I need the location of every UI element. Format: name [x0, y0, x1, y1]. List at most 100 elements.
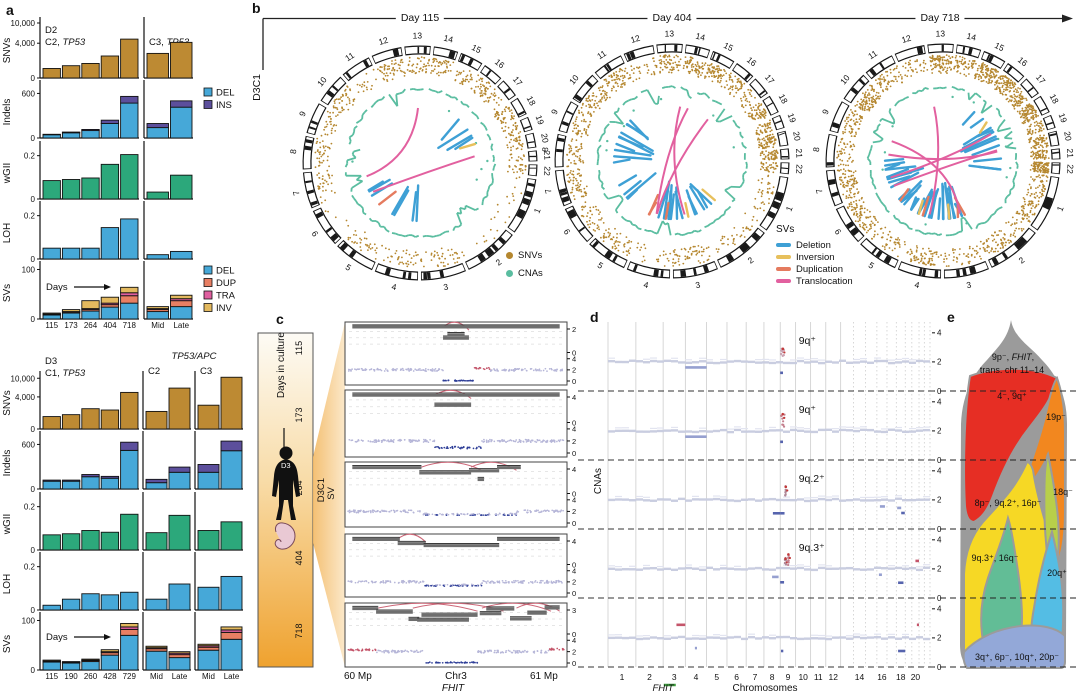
- svg-text:115: 115: [45, 672, 58, 681]
- c-axis-end: 61 Mp: [530, 671, 558, 682]
- legend-translocation-label: Translocation: [796, 275, 853, 287]
- svg-text:Mid: Mid: [151, 321, 164, 330]
- clone-cyan-label: 20q⁺: [1047, 568, 1067, 578]
- c-axis-start: 60 Mp: [344, 671, 372, 682]
- sample-label-d3c1: D3C1: [251, 74, 263, 101]
- svg-text:260: 260: [84, 672, 98, 681]
- bar: [145, 598, 168, 611]
- panel-a-label: a: [6, 2, 14, 18]
- bar-seg-ins: [120, 95, 139, 104]
- bar-seg-inv: [81, 300, 100, 310]
- bar-seg-dup: [120, 628, 139, 636]
- bar-seg-inv: [120, 622, 139, 628]
- bar-seg-ins: [42, 133, 61, 136]
- bar-seg-ins: [197, 464, 220, 473]
- timeline-day-115: Day 115: [395, 12, 445, 24]
- svg-text:D2: D2: [45, 25, 57, 36]
- bar-seg-del: [170, 106, 193, 139]
- svg-text:16: 16: [1016, 55, 1030, 69]
- row-label-Indels: Indels: [2, 450, 13, 477]
- panel-b-label: b: [252, 0, 261, 16]
- svg-text:0: 0: [31, 315, 36, 324]
- clone-gray-label-line1: 9p⁻, FHIT,: [991, 352, 1035, 362]
- svg-text:0.2: 0.2: [24, 152, 36, 161]
- bar-seg-ins: [220, 440, 243, 452]
- panel-d-label: d: [590, 309, 599, 325]
- svg-text:100: 100: [22, 265, 36, 274]
- clone-red-label: 4⁻, 9q⁺: [997, 391, 1027, 401]
- svg-text:0: 0: [31, 195, 36, 204]
- bar-seg-del: [61, 312, 81, 320]
- bar-seg-ins: [146, 123, 169, 129]
- svg-text:INV: INV: [216, 303, 233, 314]
- cna-ring: [596, 85, 748, 237]
- svg-text:14: 14: [443, 33, 455, 45]
- svg-text:17: 17: [1034, 72, 1048, 86]
- svg-text:9: 9: [549, 107, 560, 116]
- bar-seg-del: [168, 471, 191, 490]
- zoom-wedge: [313, 322, 345, 667]
- svg-text:0: 0: [31, 666, 36, 675]
- clone-periwinkle-label: 3q⁺, 6p⁻, 10q⁺, 20p⁻: [974, 652, 1060, 662]
- panel-c-label: c: [276, 311, 284, 327]
- svg-text:2: 2: [572, 366, 576, 375]
- legend-inversion-label: Inversion: [796, 251, 835, 263]
- bar: [42, 180, 61, 200]
- svg-text:10,000: 10,000: [11, 19, 36, 28]
- legend-deletion: Deletion: [776, 239, 853, 251]
- svg-text:173: 173: [64, 321, 78, 330]
- cna-row-4: 9q.3⁺024: [608, 536, 942, 603]
- svg-text:DUP: DUP: [216, 278, 236, 289]
- bar-seg-inv: [120, 286, 139, 294]
- bar-seg-del: [168, 657, 191, 671]
- cna-ring: [344, 88, 497, 238]
- svg-text:20: 20: [1062, 130, 1074, 141]
- svg-text:15: 15: [722, 40, 735, 53]
- bar-seg-inv: [100, 649, 120, 653]
- bar-seg-del: [197, 471, 220, 490]
- svg-text:INS: INS: [216, 100, 232, 111]
- d-gene-fhit: FHIT: [652, 683, 674, 694]
- bar-group-D3: D3C1, TP53 C2 C3 TP53/APC SNVs 10,000 4,000 0 In…: [2, 351, 243, 681]
- svg-text:Days: Days: [46, 282, 68, 293]
- svg-text:4: 4: [572, 393, 576, 402]
- svg-text:0.2: 0.2: [24, 563, 36, 572]
- svg-text:4: 4: [572, 355, 576, 364]
- c-gene-fhit: FHIT: [441, 683, 465, 694]
- sv-legend: SVs Deletion Inversion Duplication Trans…: [776, 224, 853, 287]
- bar-seg-del: [120, 102, 139, 139]
- bar: [81, 593, 100, 611]
- sv-lines: [612, 106, 717, 221]
- bar-seg-ins: [120, 441, 139, 451]
- duplication-swatch-icon: [776, 267, 791, 271]
- svg-text:0: 0: [572, 449, 576, 458]
- svg-text:0: 0: [572, 489, 576, 498]
- bar: [146, 52, 169, 79]
- bar: [220, 575, 243, 611]
- panel-c-canvas: 1151732644047182042040420404204042030420: [257, 321, 576, 668]
- svg-text:20: 20: [791, 130, 803, 141]
- snv-dot-band: [566, 54, 779, 267]
- svg-text:19: 19: [786, 112, 799, 125]
- bar-seg-del: [42, 480, 61, 490]
- bar-seg-inv: [146, 306, 169, 310]
- svg-text:19: 19: [1057, 112, 1070, 125]
- snv-dot-band: [836, 54, 1050, 267]
- row-label-wGII: wGII: [2, 163, 13, 185]
- bar-seg-ins: [145, 478, 168, 484]
- svg-text:4: 4: [391, 281, 398, 292]
- clone-yellowgreen-label: 18q⁻: [1053, 487, 1073, 497]
- clone-teal-label: 9q.3⁺, 16q⁻: [971, 553, 1019, 563]
- svg-text:2: 2: [494, 257, 504, 268]
- bar-seg-del: [220, 450, 243, 490]
- legend-deletion-label: Deletion: [796, 239, 831, 251]
- bar-seg-inv: [145, 645, 168, 649]
- cna-row-2: 9q⁺024: [608, 398, 942, 465]
- svg-text:8: 8: [288, 148, 298, 154]
- svg-text:5: 5: [867, 260, 877, 271]
- svg-text:115: 115: [294, 341, 304, 355]
- bar: [100, 594, 120, 611]
- svg-text:718: 718: [294, 623, 304, 638]
